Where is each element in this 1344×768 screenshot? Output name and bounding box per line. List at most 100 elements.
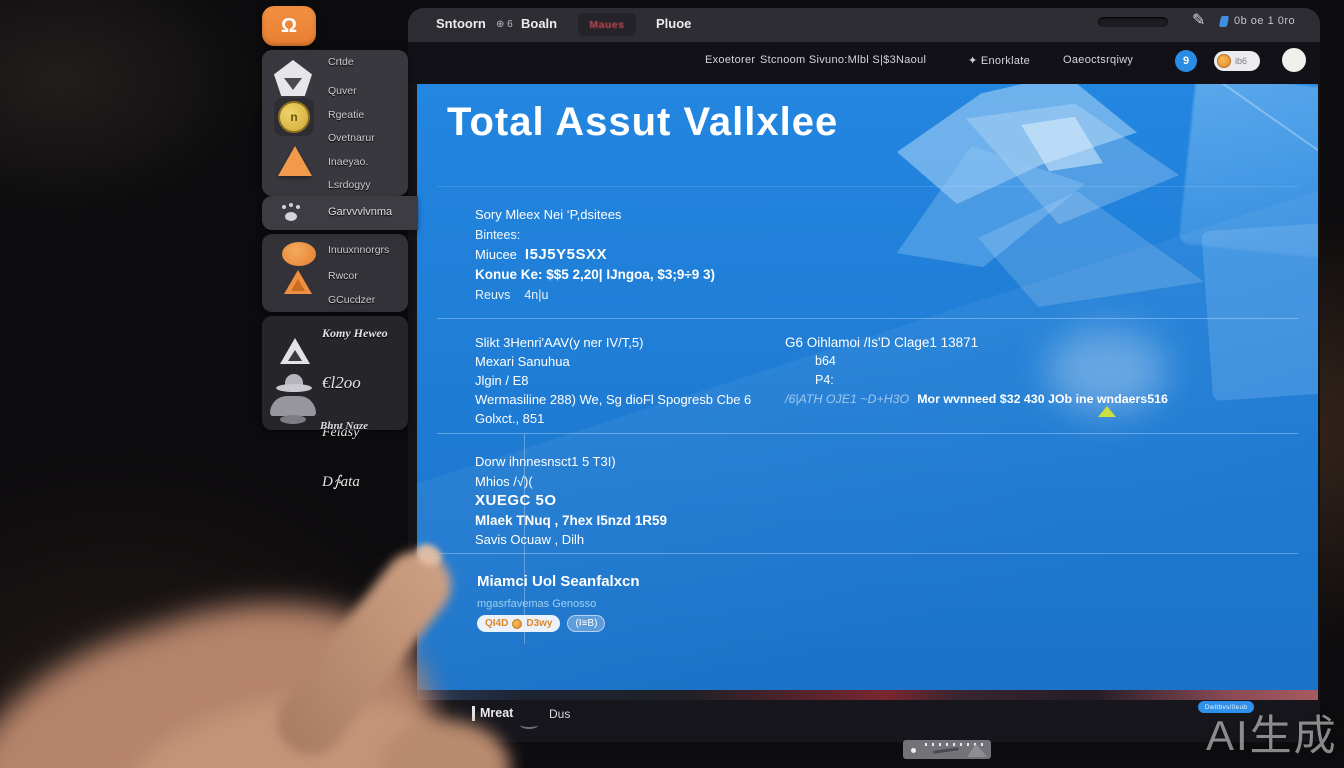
reward-button[interactable]: QI4D D3wy: [477, 615, 561, 632]
coin-icon: [512, 618, 523, 629]
record-line: Savis Ocuaw , Dilh: [475, 532, 585, 547]
details-line: Wermasiline 288) We, Sg dioFl Spogresb C…: [475, 392, 752, 407]
orange-dot-icon: [282, 242, 316, 266]
sidebar-footer-label[interactable]: Bhnt Naze: [320, 420, 368, 432]
bottom-bar: [455, 700, 1320, 742]
sidebar-item-rwcor[interactable]: Rwcor: [262, 260, 408, 286]
bezel-strip: [455, 742, 1320, 768]
summary-label: Miucee: [475, 247, 517, 262]
sidebar-item-label: Inuuxnnorgrs: [328, 244, 390, 256]
sidebar-group-middle: Inuuxnnorgrs Rwcor GCucdzer: [262, 234, 408, 312]
tab-badge-icon: ⊕ 6: [496, 19, 513, 30]
decor-hairline: [524, 434, 525, 644]
sidebar-group-top: n Crtde Quver Rgeatie Ovetnarur Inaeyao.…: [262, 50, 408, 196]
footer-buttons: QI4D D3wy (I≡B): [477, 615, 606, 632]
details-line: Golxct., 851: [475, 411, 545, 426]
summary-line: Konue Ke: $$5 2,20| IJngoa, $3;9÷9 3): [475, 267, 716, 282]
tab-maues-label: Maues: [589, 18, 625, 31]
summary-line: Sory Mleex Nei ‘P,dsitees: [475, 207, 622, 222]
sidebar-item-feiasy[interactable]: Feiasy: [262, 363, 408, 440]
divider: [437, 186, 1298, 187]
section-details-left: Slikt 3Henri'AAV(y ner IV/T,5) Mexari Sa…: [475, 333, 751, 428]
sidebar-item-el2oo[interactable]: €l2oo: [262, 339, 408, 392]
coin-amount: ib6: [1235, 56, 1248, 66]
footer-link[interactable]: mgasrfavemas Genosso: [477, 598, 597, 610]
status-text: 0b oe 1 0ro: [1234, 15, 1296, 27]
sidebar-item-lsrdogyy[interactable]: Lsrdogyy: [262, 173, 408, 196]
scrubber-dot: [911, 748, 916, 753]
sidebar-item-label: Feiasy: [322, 424, 360, 440]
trend-up-icon: [1098, 406, 1116, 417]
record-line: XUEGC 5O: [475, 492, 557, 509]
faded-code: /6|ATH OJE1 ~D+H3O: [785, 392, 910, 406]
photo-strip: [417, 690, 1318, 700]
sidebar-item-ovetnarur[interactable]: Ovetnarur: [262, 126, 408, 149]
tab-maues-active[interactable]: Maues: [578, 13, 636, 36]
sidebar-item-label: Rgeatie: [328, 108, 365, 121]
bottom-tab-dus[interactable]: Dus: [549, 707, 571, 721]
coin-slot: n: [274, 98, 314, 136]
sidebar-item-crtde[interactable]: Crtde: [262, 50, 408, 79]
tab-underline: [520, 721, 538, 729]
decor-glow: [1047, 329, 1167, 414]
nav-item-oaeoctsrqiwy[interactable]: Oaeoctsrqiwy: [1063, 54, 1134, 66]
sidebar-item-inuuxnnorgrs[interactable]: Inuuxnnorgrs: [262, 234, 408, 260]
paw-icon: [280, 203, 302, 223]
sidebar-item-active[interactable]: Garvvvlvnma: [262, 196, 418, 230]
coin-balance-pill[interactable]: ib6: [1214, 51, 1260, 71]
sidebar-item-rgeatie[interactable]: Rgeatie: [262, 103, 408, 126]
sidebar-item-label: Ovetnarur: [328, 132, 375, 145]
divider: [437, 433, 1298, 434]
summary-line: Bintees:: [475, 228, 521, 242]
sidebar-item-quver[interactable]: Quver: [262, 79, 408, 102]
record-line: Mhios /√)(: [475, 473, 533, 489]
secondary-button[interactable]: (I≡B): [567, 615, 606, 632]
section-record: Dorw ihnnesnsct1 5 T3I) Mhios /√)( XUEGC…: [475, 452, 667, 550]
avatar[interactable]: [1282, 48, 1306, 72]
details-line: Slikt 3Henri'AAV(y ner IV/T,5): [475, 335, 644, 350]
details-right-row: /6|ATH OJE1 ~D+H3O Mor wvnneed $32 430 JO…: [785, 390, 1305, 409]
active-tab-marker: [472, 706, 475, 721]
triangle-icon: [278, 146, 312, 176]
headphones-icon: Ω: [280, 14, 298, 37]
section-summary: Sory Mleex Nei ‘P,dsitees Bintees: Miuce…: [475, 205, 715, 305]
sidebar-item-label: D∱ata: [322, 474, 360, 491]
sidebar-item-label: GCucdzer: [328, 294, 376, 306]
tab-boaln[interactable]: Boaln: [521, 16, 558, 31]
notification-badge[interactable]: 9: [1175, 50, 1197, 72]
pencil-icon[interactable]: ✎: [1192, 12, 1206, 29]
sidebar-item-inaeyao[interactable]: Inaeyao.: [262, 150, 408, 173]
bottom-tab-mreat[interactable]: Mreat: [480, 706, 514, 720]
tab-pluoe[interactable]: Pluoe: [656, 16, 692, 31]
cap-icon: [270, 396, 316, 424]
amount-text: Mor wvnneed $32 430 JOb ine wndaers516: [917, 392, 1168, 406]
sidebar-item-dfata[interactable]: D∱ata: [262, 386, 408, 490]
sidebar-group-bottom: Komy Heweo €l2oo Feiasy D∱ata: [262, 316, 408, 490]
orange-triangle-icon: [284, 270, 312, 294]
nav-item-stcnoom[interactable]: Stcnoom Sivuno:Mlbl S|$3Naoul: [760, 54, 927, 66]
bottom-action-label: Dwltbvs/0eub: [1204, 703, 1248, 711]
app-logo[interactable]: Ω: [262, 6, 316, 46]
sidebar-item-label: Komy Heweo: [322, 326, 388, 340]
sidebar-active-label: Garvvvlvnma: [328, 206, 393, 218]
nav-item-enorklate[interactable]: ✦ Enorklate: [968, 55, 1031, 67]
sidebar-item-gcucdzer[interactable]: GCucdzer: [262, 286, 408, 312]
hand-arm: [0, 553, 475, 768]
scrubber-handle: [932, 747, 960, 754]
reward-right-label: D3wy: [526, 618, 553, 629]
window-drag-handle[interactable]: [1098, 17, 1168, 27]
coin-icon: n: [278, 101, 310, 133]
sidebar-item-label: €l2oo: [322, 373, 361, 393]
sidebar-item-komy-heweo[interactable]: Komy Heweo: [262, 316, 408, 340]
tab-sntoorn[interactable]: Sntoorn: [436, 16, 486, 31]
nav-item-exoetorer[interactable]: Exoetorer: [705, 54, 756, 66]
hand-knuckle: [107, 668, 453, 768]
details-right-sub: b64: [815, 354, 836, 368]
record-line: Dorw ihnnesnsct1 5 T3I): [475, 454, 616, 469]
bottom-action-button[interactable]: Dwltbvs/0eub: [1198, 701, 1254, 713]
mini-scrubber[interactable]: [903, 740, 991, 759]
sidebar-item-label: Crtde: [328, 56, 354, 68]
tab-bar: [408, 8, 1320, 42]
hat-icon: [276, 374, 312, 392]
